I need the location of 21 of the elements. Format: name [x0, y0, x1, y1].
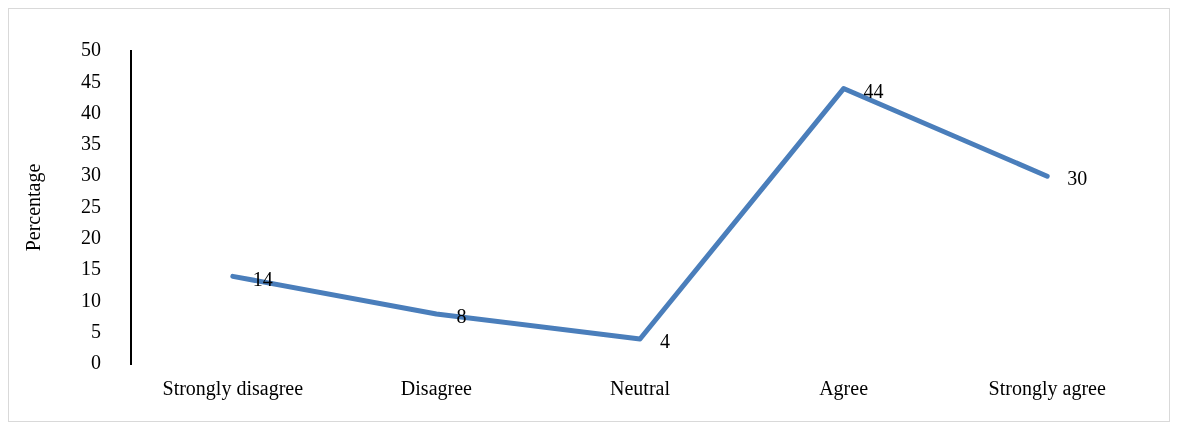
x-tick-label: Agree — [819, 377, 869, 401]
y-tick-label: 20 — [81, 226, 101, 249]
y-tick-label: 25 — [81, 194, 101, 217]
data-label: 44 — [863, 79, 884, 102]
y-tick-label: 5 — [91, 319, 101, 342]
y-tick-label: 15 — [81, 257, 101, 280]
y-tick-label: 40 — [81, 100, 101, 123]
x-tick-label: Strongly disagree — [162, 377, 304, 401]
y-tick-label: 50 — [81, 38, 101, 61]
data-label: 8 — [456, 305, 467, 328]
y-tick-label: 35 — [81, 132, 101, 155]
y-tick-label: 30 — [81, 163, 101, 186]
y-tick-label: 45 — [81, 69, 101, 92]
y-axis-title: Percentage — [22, 163, 46, 252]
y-tick-label: 0 — [91, 351, 101, 374]
y-tick-label: 10 — [81, 288, 101, 311]
x-tick-label: Strongly agree — [988, 377, 1106, 401]
data-label: 30 — [1067, 167, 1088, 190]
data-label: 4 — [660, 330, 670, 353]
x-tick-label: Disagree — [400, 377, 473, 401]
x-tick-label: Neutral — [610, 377, 671, 400]
